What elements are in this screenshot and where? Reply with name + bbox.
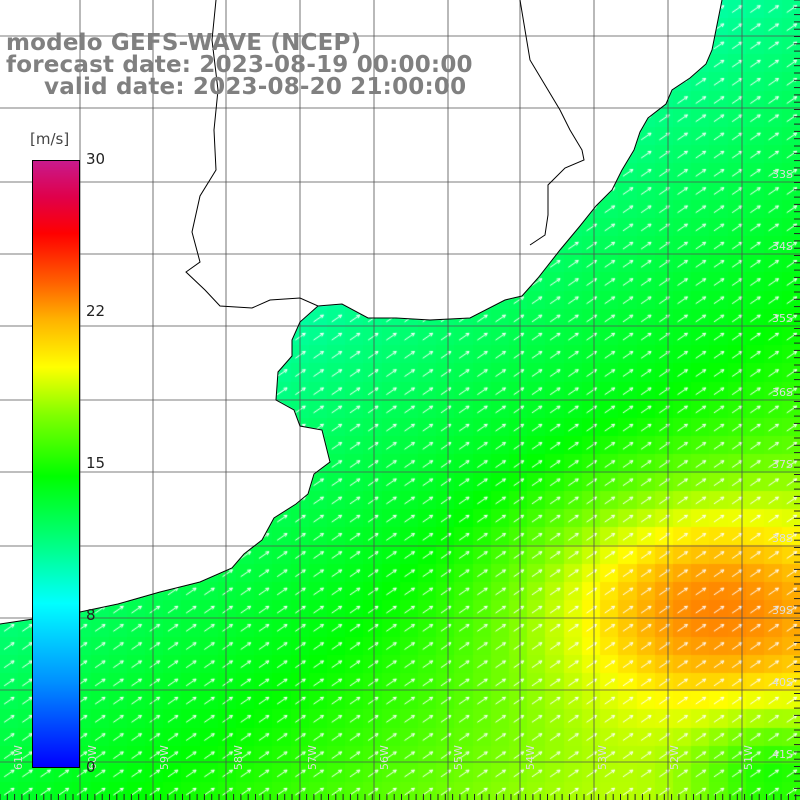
longitude-label: 57W (306, 745, 319, 770)
colorbar-tick-15: 15 (86, 454, 106, 472)
longitude-label: 54W (524, 745, 537, 770)
colorbar-tick-8: 8 (86, 606, 96, 624)
longitude-label: 55W (452, 745, 465, 770)
longitude-label: 52W (668, 745, 681, 770)
latitude-label: 34S (772, 240, 793, 253)
coastline (0, 0, 723, 625)
map-title-forecast-date: forecast date: 2023-08-19 00:00:00 (6, 52, 473, 78)
latitude-label: 37S (772, 458, 793, 471)
colorbar-unit-label: [m/s] (30, 130, 70, 148)
longitude-label: 51W (742, 745, 755, 770)
colorbar-tick-30: 30 (86, 150, 106, 168)
colorbar-tick-0: 0 (86, 758, 96, 776)
latitude-label: 38S (772, 532, 793, 545)
colorbar (32, 160, 80, 768)
latitude-label: 36S (772, 386, 793, 399)
latitude-label: 33S (772, 168, 793, 181)
latitude-label: 41S (772, 748, 793, 761)
map-title-model: modelo GEFS-WAVE (NCEP) (6, 30, 362, 56)
latitude-label: 40S (772, 676, 793, 689)
latitude-label: 35S (772, 312, 793, 325)
longitude-label: 58W (232, 745, 245, 770)
longitude-label: 56W (378, 745, 391, 770)
longitude-label: 59W (158, 745, 171, 770)
longitude-label: 53W (596, 745, 609, 770)
latitude-label: 39S (772, 604, 793, 617)
longitude-label: 61W (12, 745, 25, 770)
map-title-valid-date: valid date: 2023-08-20 21:00:00 (44, 74, 467, 100)
colorbar-tick-22: 22 (86, 302, 106, 320)
